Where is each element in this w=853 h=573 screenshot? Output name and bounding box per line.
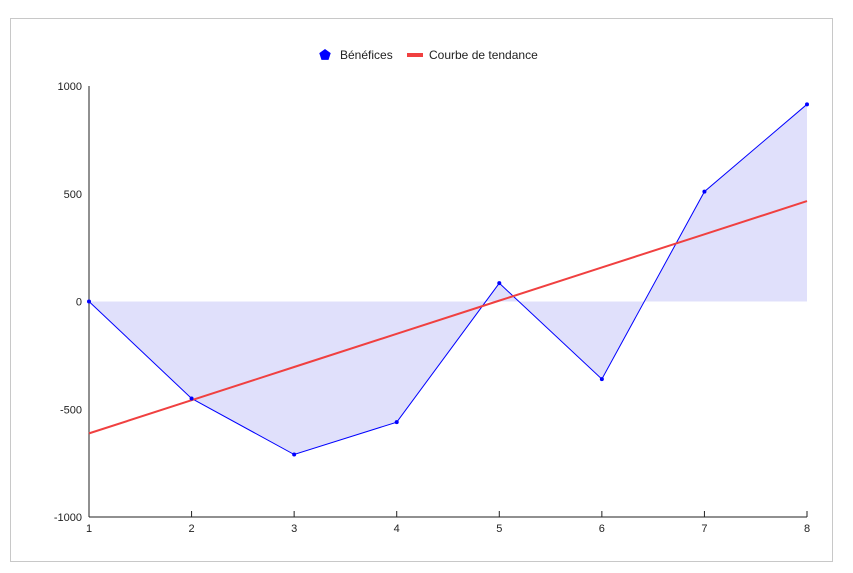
legend-label-benefices: Bénéfices [340,48,393,62]
series-line-benefices [88,103,808,456]
y-tick-label: -1000 [54,512,82,524]
area-layer [89,104,807,455]
x-tick-label: 2 [189,523,195,535]
data-point [292,452,297,457]
y-tick-label: -500 [60,404,82,416]
trendline [88,200,808,435]
legend-line-icon [407,53,423,57]
x-tick-label: 6 [599,523,605,535]
area-fill [89,104,807,455]
data-point [805,102,809,107]
x-tick-label: 8 [804,523,810,535]
legend-label-trendline: Courbe de tendance [429,48,538,62]
series-layer [87,102,809,457]
x-tick-label: 1 [86,523,92,535]
axes: -1000 -500 0 500 1000 1 2 3 4 5 6 7 8 [54,81,810,535]
data-point [87,299,91,304]
data-point [599,377,604,382]
y-tick-label: 1000 [58,81,82,93]
data-point [702,189,707,194]
legend-pentagon-icon [319,49,331,60]
y-tick-label: 0 [76,297,82,309]
x-tick-label: 4 [394,523,400,535]
data-point [189,396,194,401]
data-point [394,420,399,425]
y-tick-label: 500 [64,189,82,201]
x-tick-label: 5 [496,523,502,535]
data-point [497,281,502,286]
x-tick-label: 3 [291,523,297,535]
x-tick-label: 7 [701,523,707,535]
legend: Bénéfices Courbe de tendance [319,48,538,62]
